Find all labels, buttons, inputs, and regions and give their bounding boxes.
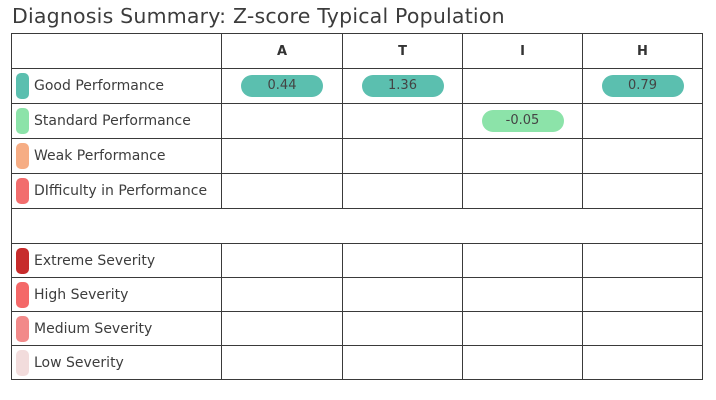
value-cell: 0.44 (221, 68, 343, 104)
value-cell (342, 277, 463, 312)
separator-cell (11, 208, 703, 244)
category-swatch (16, 349, 29, 376)
row-label: High Severity (34, 286, 129, 303)
value-cell (582, 277, 703, 312)
value-cell (582, 311, 703, 346)
value-cell (221, 243, 343, 278)
row-label-cell: DIfficulty in Performance (11, 173, 222, 209)
category-swatch (16, 315, 29, 342)
value-cell (582, 103, 703, 139)
score-pill: 1.36 (361, 75, 444, 97)
row-label-cell: Low Severity (11, 345, 222, 380)
value-cell (342, 173, 463, 209)
value-cell (342, 243, 463, 278)
score-pill: 0.44 (241, 75, 323, 97)
row-label-cell: High Severity (11, 277, 222, 312)
value-cell (462, 173, 583, 209)
column-header: I (462, 33, 583, 69)
value-cell: 0.79 (582, 68, 703, 104)
category-swatch (16, 247, 29, 274)
row-label: Extreme Severity (34, 252, 156, 269)
value-cell (221, 173, 343, 209)
category-swatch (16, 143, 29, 169)
value-cell (582, 345, 703, 380)
value-cell (582, 138, 703, 174)
category-swatch (16, 73, 29, 99)
chart-title: Diagnosis Summary: Z-score Typical Popul… (12, 4, 505, 28)
value-cell (221, 311, 343, 346)
table-body: Good Performance 0.44 1.36 0.79 Standard Per… (11, 68, 703, 380)
value-cell: -0.05 (462, 103, 583, 139)
category-swatch (16, 281, 29, 308)
value-cell (342, 345, 463, 380)
value-cell (221, 345, 343, 380)
column-header: T (342, 33, 463, 69)
header-row: A T I H (11, 33, 703, 69)
separator-row (11, 208, 703, 244)
value-cell (221, 103, 343, 139)
value-cell (462, 68, 583, 104)
row-label: Standard Performance (34, 113, 191, 129)
row-label-cell: Extreme Severity (11, 243, 222, 278)
score-pill: 0.79 (601, 75, 684, 97)
table-row: Weak Performance (11, 138, 703, 174)
value-cell (462, 277, 583, 312)
value-cell (462, 345, 583, 380)
value-cell (462, 311, 583, 346)
table-row: Medium Severity (11, 311, 703, 346)
value-cell (342, 103, 463, 139)
value-cell (582, 243, 703, 278)
value-cell: 1.36 (342, 68, 463, 104)
category-swatch (16, 108, 29, 134)
value-cell (221, 277, 343, 312)
value-cell (582, 173, 703, 209)
table-row: Standard Performance -0.05 (11, 103, 703, 139)
column-header: H (582, 33, 703, 69)
row-label: Low Severity (34, 354, 124, 371)
corner-cell (11, 33, 222, 69)
row-label-cell: Weak Performance (11, 138, 222, 174)
table-row: Extreme Severity (11, 243, 703, 278)
row-label: DIfficulty in Performance (34, 183, 208, 199)
row-label-cell: Good Performance (11, 68, 222, 104)
score-pill: -0.05 (481, 110, 564, 132)
value-cell (221, 138, 343, 174)
row-label: Weak Performance (34, 148, 166, 164)
value-cell (342, 311, 463, 346)
value-cell (462, 138, 583, 174)
column-header: A (221, 33, 343, 69)
table-row: DIfficulty in Performance (11, 173, 703, 209)
table-row: Low Severity (11, 345, 703, 380)
row-label: Good Performance (34, 78, 165, 94)
value-cell (342, 138, 463, 174)
row-label-cell: Standard Performance (11, 103, 222, 139)
row-label-cell: Medium Severity (11, 311, 222, 346)
value-cell (462, 243, 583, 278)
category-swatch (16, 178, 29, 204)
diagnosis-table: A T I H Good Performance 0.44 1.36 0.79 Stan… (11, 33, 703, 380)
table-row: Good Performance 0.44 1.36 0.79 (11, 68, 703, 104)
row-label: Medium Severity (34, 320, 153, 337)
table-row: High Severity (11, 277, 703, 312)
